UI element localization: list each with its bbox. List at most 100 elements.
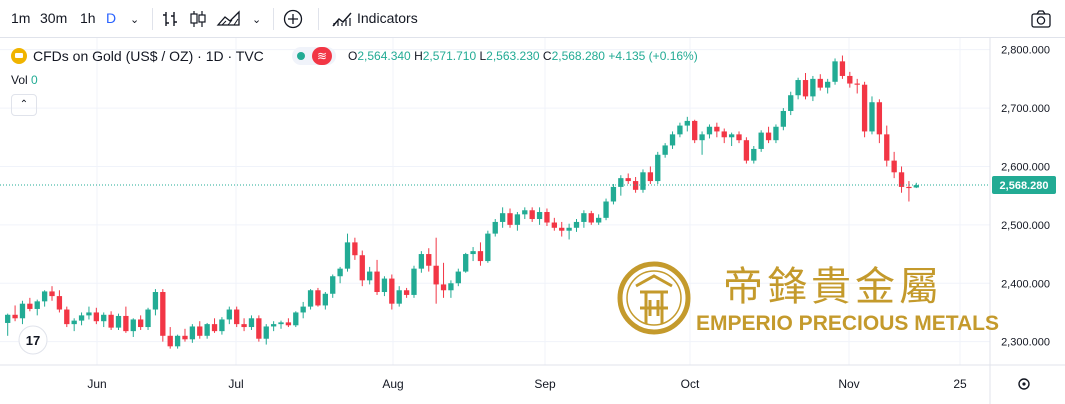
candle — [884, 125, 890, 167]
candle-body — [418, 254, 425, 269]
price-chart[interactable]: 帝鋒貴金屬 EMPERIO PRECIOUS METALS 2,300.0002… — [0, 38, 1065, 404]
chevron-down-icon[interactable]: ⌄ — [252, 14, 262, 26]
candle-body — [847, 75, 853, 84]
collapse-legend-button[interactable]: ⌃ — [11, 94, 37, 116]
candle-body — [115, 315, 122, 328]
candle — [810, 75, 816, 102]
candle — [330, 274, 336, 298]
camera-icon[interactable] — [1030, 9, 1052, 29]
candle-body — [714, 126, 720, 132]
candle-body — [285, 322, 292, 326]
volume-value: 0 — [31, 73, 38, 87]
candle-body — [234, 309, 240, 325]
candle-body — [492, 221, 498, 234]
candle-body — [307, 290, 314, 307]
area-style-icon[interactable] — [216, 9, 242, 29]
candle — [293, 311, 299, 328]
candle-body — [573, 221, 580, 228]
candle — [492, 219, 498, 237]
candle-body — [765, 132, 772, 141]
close-value: 2,568.280 — [551, 49, 605, 63]
candle-body — [293, 312, 299, 326]
candle — [847, 71, 853, 88]
candle-body — [736, 134, 742, 141]
open-value: 2,564.340 — [357, 49, 411, 63]
bar-style-icon[interactable] — [160, 9, 180, 29]
svg-text:17: 17 — [26, 333, 40, 348]
candle — [359, 250, 365, 287]
candle-body — [322, 293, 328, 306]
candle — [669, 131, 676, 149]
candle-body — [270, 324, 277, 327]
candle-body — [256, 318, 262, 339]
candle — [145, 307, 151, 330]
candle — [559, 221, 565, 237]
candle-body — [485, 233, 491, 262]
candle — [5, 313, 11, 336]
candle — [300, 301, 306, 319]
candle — [588, 210, 594, 225]
candle-body — [861, 84, 868, 132]
candle-body — [440, 284, 447, 291]
candle — [256, 315, 262, 342]
candle — [123, 306, 129, 333]
candle — [93, 307, 99, 325]
interval-1h-button[interactable]: 1h — [80, 10, 96, 26]
candle-body — [499, 213, 506, 222]
chevron-down-icon[interactable]: ⌄ — [130, 14, 140, 26]
candle-body — [588, 213, 594, 223]
candle-body — [367, 271, 373, 281]
candle-body — [891, 160, 897, 173]
candle — [832, 58, 838, 85]
candle — [876, 99, 883, 144]
indicators-button[interactable]: Indicators — [357, 10, 418, 26]
candle-body — [189, 326, 196, 340]
candle — [573, 219, 580, 232]
interval-30m-button[interactable]: 30m — [40, 10, 68, 26]
candle — [728, 132, 735, 147]
candle — [278, 320, 284, 329]
candle — [167, 327, 173, 349]
candle — [795, 77, 801, 100]
x-tick-label: 25 — [953, 377, 967, 391]
candle — [381, 276, 388, 297]
watermark-logo: 帝鋒貴金屬 EMPERIO PRECIOUS METALS — [617, 261, 999, 335]
candle-body — [773, 126, 779, 141]
candle-body — [263, 326, 269, 339]
candle-body — [884, 134, 890, 161]
add-icon[interactable] — [283, 9, 303, 29]
candle — [130, 318, 136, 337]
symbol-title[interactable]: CFDs on Gold (US$ / OZ) · 1D · TVC — [33, 48, 264, 64]
candle-style-icon[interactable] — [188, 9, 208, 29]
candle — [854, 78, 860, 94]
candle-body — [913, 185, 919, 188]
candle-body — [839, 61, 846, 76]
settings-gear-icon[interactable] — [1018, 378, 1030, 390]
watermark-english: EMPERIO PRECIOUS METALS — [696, 312, 999, 335]
candle-body — [123, 315, 129, 332]
candle — [477, 242, 484, 266]
interval-d-button[interactable]: D — [106, 10, 117, 26]
candle — [743, 137, 750, 164]
candle — [396, 286, 402, 307]
candle-body — [300, 306, 306, 313]
x-axis-ticks: Jun Jul Aug Sep Oct Nov 25 — [87, 377, 967, 391]
candle — [610, 183, 617, 205]
candle-body — [581, 213, 587, 222]
candle — [49, 286, 55, 301]
indicators-icon[interactable] — [331, 10, 353, 28]
tradingview-logo[interactable]: 17 — [18, 325, 48, 355]
candle — [529, 207, 535, 222]
toolbar-divider — [152, 8, 153, 30]
candle-body — [138, 319, 144, 328]
candle-body — [692, 120, 698, 141]
candle-body — [160, 292, 166, 336]
candle-body — [898, 172, 905, 187]
interval-1m-button[interactable]: 1m — [11, 10, 31, 26]
candle-body — [655, 154, 661, 182]
candle — [470, 247, 476, 262]
x-tick-label: Oct — [681, 377, 700, 391]
candle — [315, 287, 321, 307]
market-status-pill[interactable]: ≋ — [292, 47, 336, 65]
candle-body — [226, 309, 232, 320]
